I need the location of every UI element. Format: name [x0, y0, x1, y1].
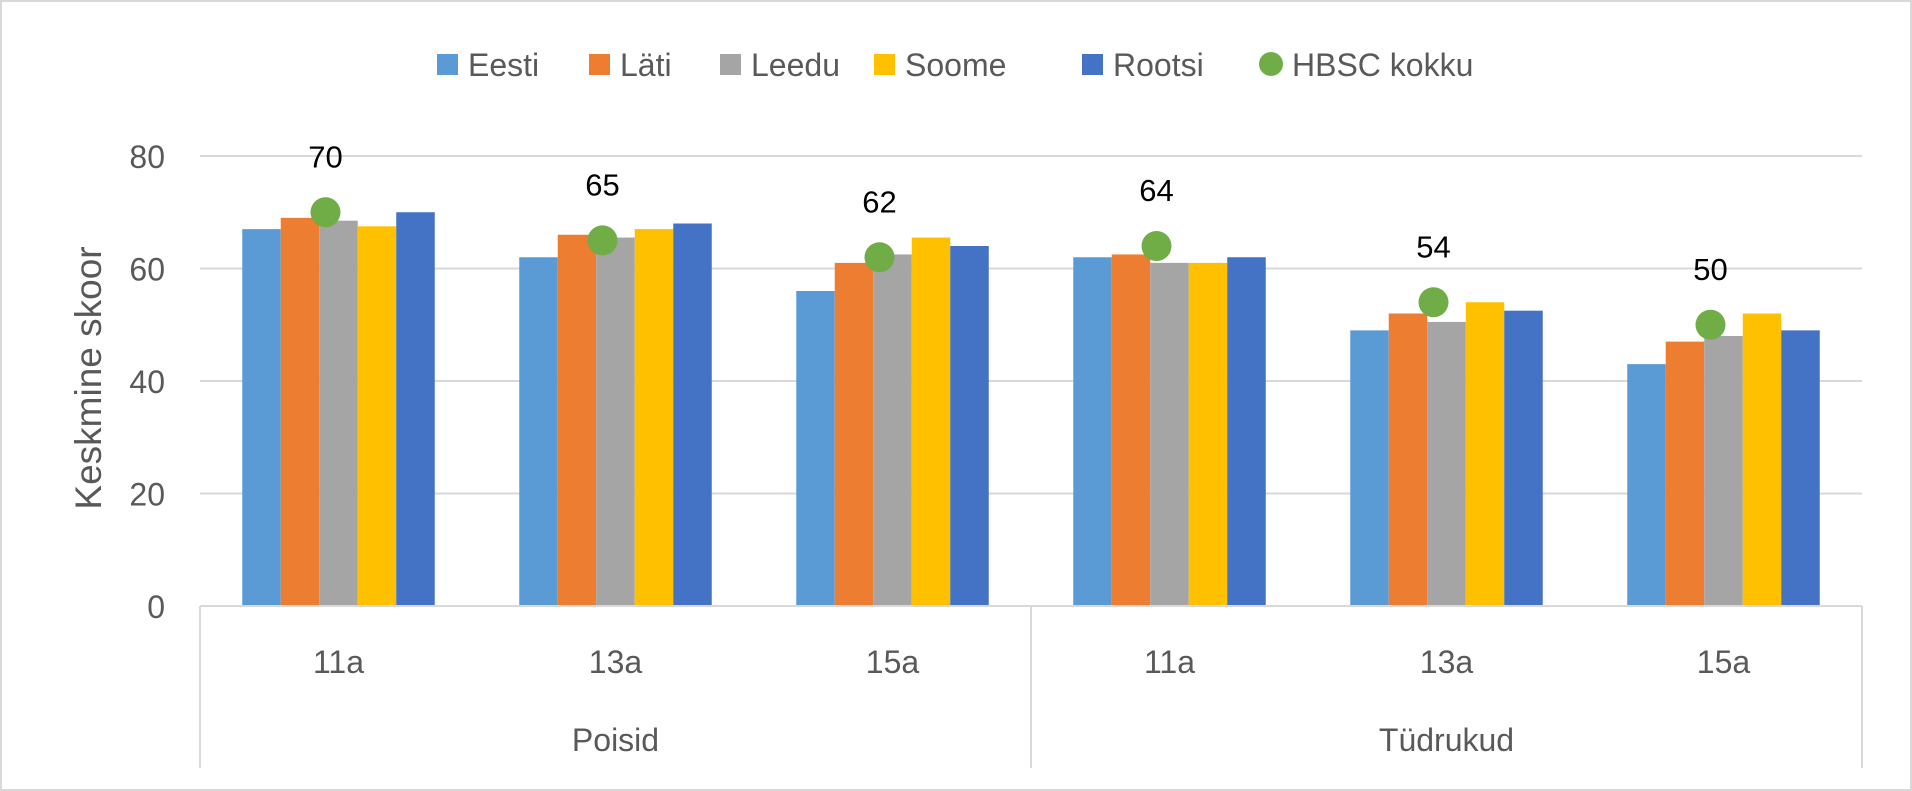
- bar: [634, 229, 674, 606]
- y-tick-label: 0: [147, 589, 165, 625]
- legend-marker: [1259, 52, 1283, 76]
- gridlines: [200, 155, 1862, 495]
- bar: [319, 220, 358, 606]
- bar: [1111, 254, 1151, 606]
- bar: [1427, 321, 1466, 606]
- bar: [796, 291, 835, 606]
- x-tick-label: 15a: [866, 644, 920, 680]
- data-label: 64: [1139, 173, 1173, 208]
- x-tick-label: 13a: [589, 644, 643, 680]
- x-tick-label: 15a: [1697, 644, 1751, 680]
- bar: [519, 257, 558, 606]
- y-tick-label: 80: [129, 139, 165, 175]
- bar: [280, 217, 320, 606]
- x-tick-label: 13a: [1420, 644, 1474, 680]
- bar: [1704, 336, 1743, 606]
- legend: Eesti Läti Leedu Soome Rootsi HBSC kokku: [437, 47, 1473, 83]
- bar: [950, 246, 989, 606]
- bar: [242, 229, 281, 606]
- bar: [1350, 330, 1389, 606]
- hbsc-point: [587, 225, 618, 256]
- bar: [1388, 313, 1428, 606]
- data-label: 54: [1416, 229, 1450, 264]
- legend-label: Eesti: [468, 47, 539, 83]
- y-tick-label: 20: [129, 477, 165, 513]
- bar: [834, 262, 874, 606]
- hbsc-point: [864, 242, 895, 273]
- legend-label: Rootsi: [1113, 47, 1204, 83]
- legend-swatch: [874, 54, 895, 75]
- bar: [1188, 262, 1228, 606]
- hbsc-point: [310, 197, 341, 228]
- bar: [1227, 257, 1266, 606]
- x-tick-label: 11a: [313, 644, 364, 680]
- legend-label: Leedu: [751, 47, 840, 83]
- bar: [1627, 364, 1666, 606]
- bar: [911, 237, 951, 606]
- bars: [242, 212, 1820, 606]
- bar: [1665, 341, 1705, 606]
- bar: [873, 254, 912, 606]
- data-label: 62: [862, 184, 896, 219]
- group-label: Tüdrukud: [1379, 722, 1514, 758]
- data-label: 70: [308, 139, 342, 174]
- bar: [673, 223, 712, 606]
- y-tick-label: 40: [129, 364, 165, 400]
- y-axis-title: Keskmine skoor: [68, 246, 109, 509]
- bar: [1465, 302, 1505, 606]
- axes: 0 20 40 60 80 11a 13a 15a 11a 13a 15a Poisid Tüdruku…: [129, 139, 1863, 768]
- legend-swatch: [437, 54, 458, 75]
- data-label: 50: [1693, 252, 1727, 287]
- bar: [357, 226, 397, 606]
- bar: [1504, 310, 1543, 606]
- hbsc-point: [1141, 231, 1172, 261]
- hbsc-point: [1695, 309, 1726, 340]
- legend-label: Soome: [905, 47, 1006, 83]
- bar: [1073, 257, 1112, 606]
- bar: [396, 212, 435, 606]
- bar: [1742, 313, 1782, 606]
- legend-swatch: [589, 54, 610, 75]
- legend-label: Läti: [620, 47, 672, 83]
- bar: [1150, 262, 1189, 606]
- bar: [596, 237, 635, 606]
- legend-swatch: [1082, 54, 1103, 75]
- bar: [1781, 330, 1820, 606]
- legend-swatch: [720, 54, 741, 75]
- x-tick-label: 11a: [1144, 644, 1195, 680]
- data-label: 65: [585, 167, 619, 202]
- overlay-points: 70 65 62 64 54 50: [308, 139, 1728, 340]
- legend-label: HBSC kokku: [1292, 47, 1473, 83]
- bar: [557, 234, 597, 606]
- y-tick-label: 60: [129, 252, 165, 288]
- hbsc-point: [1418, 287, 1449, 318]
- group-label: Poisid: [572, 722, 659, 758]
